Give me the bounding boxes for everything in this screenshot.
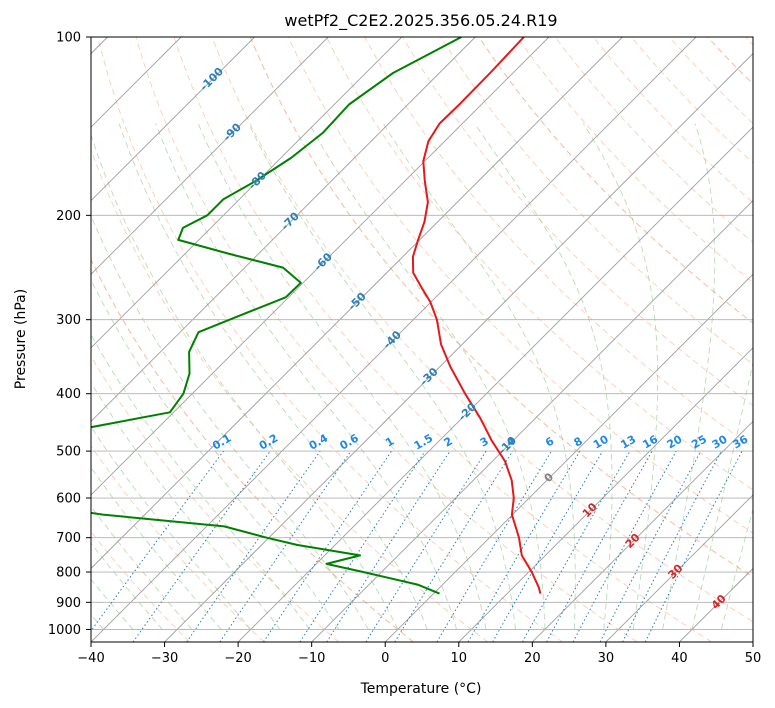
y-tick-label: 900 — [56, 596, 81, 611]
mixing-ratio-line — [91, 450, 224, 632]
mixing-ratio-line — [263, 450, 392, 642]
dry-adiabat — [91, 258, 414, 642]
dry-adiabat — [249, 37, 753, 578]
y-tick-label: 1000 — [48, 623, 81, 638]
mixing-ratio-line — [299, 450, 426, 642]
moist-adiabat — [91, 578, 134, 630]
dry-adiabat — [135, 37, 638, 642]
dry-adiabat — [211, 37, 753, 623]
y-tick-label: 100 — [56, 31, 81, 46]
isotherm-line — [311, 200, 753, 642]
moist-adiabat — [583, 123, 659, 630]
isotherm-line — [91, 37, 403, 349]
mixing-ratio-line — [644, 450, 743, 642]
dry-adiabat — [91, 445, 265, 642]
x-tick-label: −30 — [151, 651, 178, 666]
isotherm-line — [91, 37, 329, 275]
dry-adiabat — [97, 37, 563, 642]
chart-title: wetPf2_C2E2.2025.356.05.24.R19 — [284, 11, 557, 31]
isotherm-line — [91, 37, 476, 422]
mixing-ratio-line — [546, 450, 653, 642]
isotherm-line — [91, 37, 550, 496]
moist-adiabat — [91, 278, 340, 630]
moist-adiabat — [91, 214, 369, 630]
dry-adiabat — [364, 37, 753, 449]
x-tick-label: 40 — [671, 651, 688, 666]
y-tick-label: 700 — [56, 531, 81, 546]
x-tick-label: −10 — [298, 651, 325, 666]
dry-adiabat — [478, 37, 753, 324]
plot-clipped-group — [91, 37, 753, 642]
y-tick-label: 800 — [56, 566, 81, 581]
moist-adiabat — [691, 360, 753, 630]
moist-adiabat — [474, 123, 613, 630]
x-axis: −40 −30 −20 −10 0 10 20 30 40 50 — [77, 642, 761, 666]
moist-adiabat — [155, 123, 458, 630]
moist-adiabat — [248, 123, 516, 630]
isotherm-line — [532, 420, 753, 642]
mixing-ratio-line — [326, 450, 451, 642]
y-tick-label: 500 — [56, 445, 81, 460]
isotherm-line — [91, 37, 697, 642]
moist-adiabat — [662, 123, 716, 630]
isotherm-line — [164, 52, 753, 642]
isotherm-line — [384, 273, 753, 642]
y-axis: 100 200 300 400 500 600 700 800 900 1000 — [48, 31, 91, 638]
x-tick-label: 20 — [524, 651, 541, 666]
isotherm-line — [91, 37, 623, 570]
dewpoint-profile — [91, 37, 462, 595]
moist-adiabat — [91, 505, 193, 630]
isotherm-line — [458, 347, 753, 642]
moist-adiabat — [91, 133, 399, 630]
dry-adiabat — [326, 37, 753, 491]
y-tick-label: 300 — [56, 313, 81, 328]
y-tick-label: 400 — [56, 387, 81, 402]
moist-adiabat — [383, 123, 576, 630]
y-tick-label: 600 — [56, 492, 81, 507]
dry-adiabat — [402, 37, 753, 407]
mixing-ratio-line — [522, 450, 631, 642]
moist-adiabat — [91, 333, 310, 630]
x-tick-label: 10 — [451, 651, 468, 666]
dry-adiabat — [630, 37, 753, 164]
isotherm-line — [605, 494, 753, 642]
x-tick-label: −40 — [77, 651, 104, 666]
mixing-ratio-line — [219, 450, 352, 642]
mixing-ratio-line — [572, 450, 677, 642]
moist-adiabat — [91, 542, 163, 630]
y-axis-label: Pressure (hPa) — [13, 289, 29, 389]
moist-adiabat — [91, 466, 222, 630]
plot-frame — [90, 36, 754, 643]
isotherm-line — [91, 37, 255, 202]
mixing-ratio-line — [132, 450, 271, 642]
moist-adiabat — [197, 123, 487, 630]
x-axis-label: Temperature (°C) — [360, 681, 482, 697]
x-tick-label: −20 — [224, 651, 251, 666]
x-tick-label: 0 — [381, 651, 389, 666]
y-tick-label: 200 — [56, 209, 81, 224]
x-tick-label: 50 — [745, 651, 762, 666]
moist-adiabat — [91, 381, 281, 630]
x-tick-label: 30 — [598, 651, 615, 666]
mixing-ratio-line — [394, 450, 514, 642]
mixing-ratio-line — [186, 450, 321, 642]
isotherm-line — [237, 126, 753, 642]
temperature-profile — [411, 37, 542, 594]
